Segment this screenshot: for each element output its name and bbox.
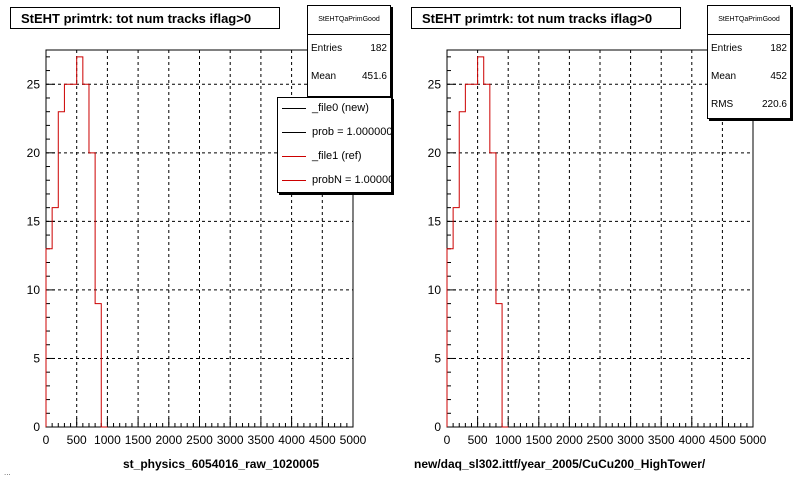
legend-label: probN = 1.000000 <box>312 174 392 186</box>
legend-swatch <box>282 180 306 181</box>
x-tick-label: 3500 <box>648 433 675 447</box>
left-stats-mean-label: Mean <box>311 71 337 82</box>
right-stats-rms-value: 220.6 <box>761 99 787 110</box>
y-tick-label: 5 <box>434 351 441 365</box>
x-tick-label: 3500 <box>248 433 275 447</box>
x-tick-label: 1500 <box>125 433 152 447</box>
x-tick-label: 2500 <box>587 433 614 447</box>
legend-box: _file0 (new) prob = 1.000000 _file1 (ref… <box>277 97 392 193</box>
right-stats-mean-label: Mean <box>711 71 737 82</box>
x-tick-label: 2000 <box>155 433 182 447</box>
right-stats-name: StEHTQaPrimGood <box>708 6 790 35</box>
x-tick-label: 4500 <box>709 433 736 447</box>
x-tick-label: 3000 <box>217 433 244 447</box>
right-stats-mean-row: Mean 452 <box>708 70 790 84</box>
x-tick-label: 1500 <box>525 433 552 447</box>
legend-swatch <box>282 132 306 133</box>
y-tick-label: 25 <box>428 77 442 91</box>
y-tick-label: 10 <box>428 283 442 297</box>
y-tick-label: 20 <box>428 146 442 160</box>
legend-swatch <box>282 156 306 157</box>
y-tick-label: 0 <box>434 420 441 434</box>
histogram-series-line <box>45 56 108 428</box>
y-tick-label: 15 <box>27 214 41 228</box>
right-stats-box: StEHTQaPrimGood Entries 182 Mean 452 RMS… <box>707 5 791 119</box>
right-stats-mean-value: 452 <box>770 71 787 82</box>
footer-note: ... <box>4 468 11 477</box>
left-x-axis-title: st_physics_6054016_raw_1020005 <box>123 457 320 471</box>
right-plot-title: StEHT primtrk: tot num tracks iflag>0 <box>411 7 681 29</box>
right-stats-entries-value: 182 <box>770 43 787 54</box>
histogram-series-line <box>446 56 509 428</box>
left-plot-title: StEHT primtrk: tot num tracks iflag>0 <box>10 7 280 29</box>
right-stats-entries-row: Entries 182 <box>708 42 790 56</box>
right-stats-rms-row: RMS 220.6 <box>708 98 790 112</box>
x-tick-label: 1000 <box>94 433 121 447</box>
left-stats-entries-label: Entries <box>311 43 343 54</box>
left-stats-box: StEHTQaPrimGood Entries 182 Mean 451.6 <box>307 5 391 97</box>
legend-entry: prob = 1.000000 <box>278 124 392 140</box>
x-tick-label: 4500 <box>309 433 336 447</box>
y-tick-label: 15 <box>428 214 442 228</box>
right-stats-entries-label: Entries <box>711 43 743 54</box>
x-tick-label: 500 <box>67 433 87 447</box>
x-tick-label: 5000 <box>740 433 767 447</box>
x-tick-label: 0 <box>43 433 50 447</box>
left-stats-entries-row: Entries 182 <box>308 42 390 56</box>
x-tick-label: 1000 <box>495 433 522 447</box>
x-tick-label: 5000 <box>340 433 367 447</box>
legend-entry: _file0 (new) <box>278 100 391 116</box>
x-tick-label: 4000 <box>678 433 705 447</box>
left-stats-entries-value: 182 <box>370 43 387 54</box>
legend-label: prob = 1.000000 <box>312 126 392 138</box>
right-stats-rms-label: RMS <box>711 99 734 110</box>
left-stats-mean-row: Mean 451.6 <box>308 70 390 84</box>
right-x-axis-title: new/daq_sl302.ittf/year_2005/CuCu200_Hig… <box>414 457 706 471</box>
y-tick-label: 5 <box>33 351 40 365</box>
x-tick-label: 0 <box>444 433 451 447</box>
y-tick-label: 0 <box>33 420 40 434</box>
y-tick-label: 10 <box>27 283 41 297</box>
x-tick-label: 2500 <box>186 433 213 447</box>
legend-label: _file0 (new) <box>312 102 369 114</box>
left-stats-mean-value: 451.6 <box>361 71 387 82</box>
x-tick-label: 2000 <box>556 433 583 447</box>
legend-swatch <box>282 108 306 109</box>
legend-entry: probN = 1.000000 <box>278 172 392 188</box>
x-tick-label: 3000 <box>617 433 644 447</box>
y-tick-label: 20 <box>27 146 41 160</box>
x-tick-label: 500 <box>468 433 488 447</box>
x-tick-label: 4000 <box>278 433 305 447</box>
y-tick-label: 25 <box>27 77 41 91</box>
left-stats-name: StEHTQaPrimGood <box>308 6 390 35</box>
legend-label: _file1 (ref) <box>312 150 362 162</box>
legend-entry: _file1 (ref) <box>278 148 391 164</box>
